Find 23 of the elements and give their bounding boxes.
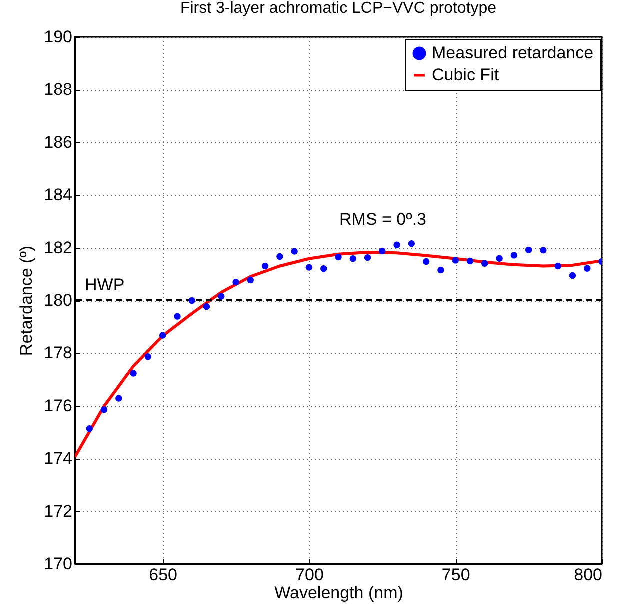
- annotation: RMS = 0º.3: [340, 210, 426, 229]
- y-tick-label: 186: [44, 132, 72, 152]
- y-tick-label: 176: [44, 396, 72, 416]
- y-axis-title: Retardance (º): [17, 246, 36, 356]
- x-axis-title: Wavelength (nm): [274, 584, 404, 602]
- y-tick-label: 172: [44, 502, 72, 521]
- chart-title: First 3-layer achromatic LCP−VVC prototype: [180, 0, 497, 17]
- y-tick-label: 184: [44, 186, 72, 205]
- ref-line-label: HWP: [85, 276, 125, 294]
- x-tick-label: 650: [149, 566, 178, 584]
- legend-label: Cubic Fit: [432, 66, 500, 84]
- y-tick-label: 190: [44, 28, 72, 46]
- x-tick-label: 700: [296, 566, 324, 584]
- x-tick-label: 750: [442, 566, 470, 584]
- y-tick-label: 188: [44, 80, 72, 100]
- y-tick-label: 180: [44, 291, 72, 310]
- y-tick-label: 174: [44, 449, 72, 468]
- x-tick-label: 800: [574, 566, 602, 584]
- y-tick-label: 182: [44, 238, 72, 258]
- line-series: [75, 251, 602, 459]
- y-tick-label: 178: [44, 344, 72, 363]
- y-tick-label: 170: [44, 554, 72, 574]
- legend-label: Measured retardance: [432, 44, 594, 62]
